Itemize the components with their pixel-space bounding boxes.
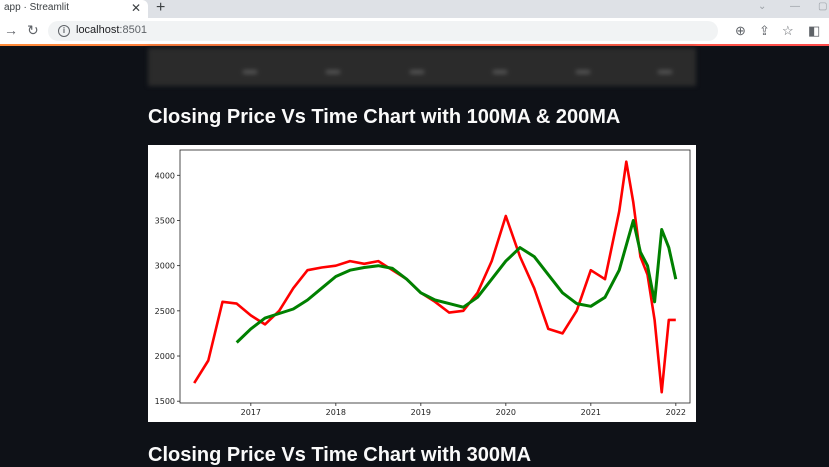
tab-strip: app · Streamlit ✕ + ⌄ — ▢ (0, 0, 829, 18)
zoom-icon[interactable]: ⊕ (735, 23, 746, 38)
y-tick-label: 1500 (155, 397, 175, 406)
next-chart-heading: Closing Price Vs Time Chart with 300MA (148, 444, 532, 466)
reload-icon[interactable]: ↻ (27, 22, 39, 38)
x-tick-label: 2019 (411, 408, 431, 417)
tab-streamlit-app[interactable]: app · Streamlit ✕ (0, 0, 148, 18)
y-tick-label: 4000 (155, 171, 175, 180)
browser-chrome: app · Streamlit ✕ + ⌄ — ▢ → ↻ i localhos… (0, 0, 829, 46)
y-tick-label: 3500 (155, 216, 175, 225)
address-bar[interactable]: i localhost:8501 (48, 21, 718, 41)
share-icon[interactable]: ⇪ (759, 23, 770, 38)
forward-icon[interactable]: → (4, 22, 18, 38)
x-tick-label: 2020 (496, 408, 516, 417)
info-icon[interactable]: i (58, 25, 70, 37)
chart-heading: Closing Price Vs Time Chart with 100MA &… (148, 106, 621, 128)
close-icon[interactable]: ✕ (131, 1, 142, 15)
browser-toolbar: → ↻ i localhost:8501 ⊕ ⇪ ☆ ◧ (0, 18, 829, 44)
chart-svg: 2017 2018 2019 2020 2021 2022 1500 2000 2500 300… (155, 149, 691, 417)
ma-chart: 2017 2018 2019 2020 2021 2022 1500 2000 2500 300… (148, 145, 696, 422)
plot-frame (179, 149, 691, 404)
y-tick-label: 2500 (155, 307, 175, 316)
new-tab-button[interactable]: + (156, 0, 166, 16)
previous-chart-fragment (148, 48, 696, 86)
y-tick-label: 2000 (155, 352, 175, 361)
x-tick-label: 2021 (581, 408, 601, 417)
series-line-1 (235, 219, 678, 344)
streamlit-accent-bar (0, 44, 829, 46)
x-tick-label: 2017 (241, 408, 261, 417)
chevron-down-icon[interactable]: ⌄ (758, 1, 767, 12)
series-line-0 (193, 160, 676, 394)
tab-title: app · Streamlit (4, 2, 70, 13)
restore-icon[interactable]: ▢ (818, 1, 828, 12)
y-tick-label: 3000 (155, 262, 175, 271)
minimize-icon[interactable]: — (790, 1, 800, 12)
star-icon[interactable]: ☆ (782, 23, 794, 38)
x-tick-label: 2022 (666, 408, 686, 417)
url-text[interactable]: localhost:8501 (76, 24, 147, 36)
x-tick-label: 2018 (326, 408, 346, 417)
side-panel-icon[interactable]: ◧ (808, 23, 821, 38)
